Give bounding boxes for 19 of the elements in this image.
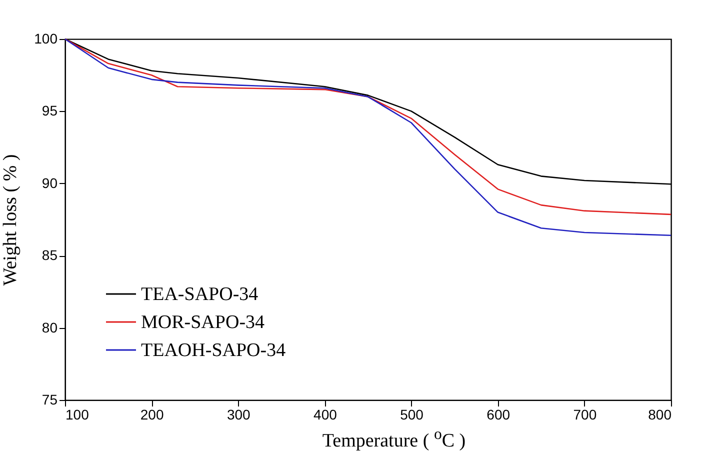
- x-tick-label: 300: [226, 406, 251, 422]
- y-tick-label: 90: [42, 174, 58, 191]
- legend-label: TEAOH-SAPO-34: [141, 340, 286, 361]
- y-tick-label: 85: [42, 247, 58, 264]
- x-tick-label: 600: [486, 406, 510, 422]
- x-tick-label: 200: [140, 406, 164, 422]
- y-tick-label: 80: [42, 319, 58, 336]
- x-axis-title: Temperature ( $^{o}$C ): [321, 426, 467, 452]
- legend-label: MOR-SAPO-34: [141, 312, 266, 333]
- y-axis-title: Weight loss ( % ): [0, 154, 22, 286]
- x-tick-label: 100: [66, 406, 90, 422]
- x-tick-label: 800: [648, 406, 672, 422]
- x-tick-label: 400: [314, 406, 338, 422]
- y-tick-label: 95: [42, 102, 58, 119]
- legend-label: TEA-SAPO-34: [141, 284, 259, 305]
- x-tick-label: 500: [400, 406, 424, 422]
- y-tick-label: 75: [42, 392, 58, 408]
- y-tick-label: 100: [34, 30, 58, 46]
- x-tick-label: 700: [573, 406, 597, 422]
